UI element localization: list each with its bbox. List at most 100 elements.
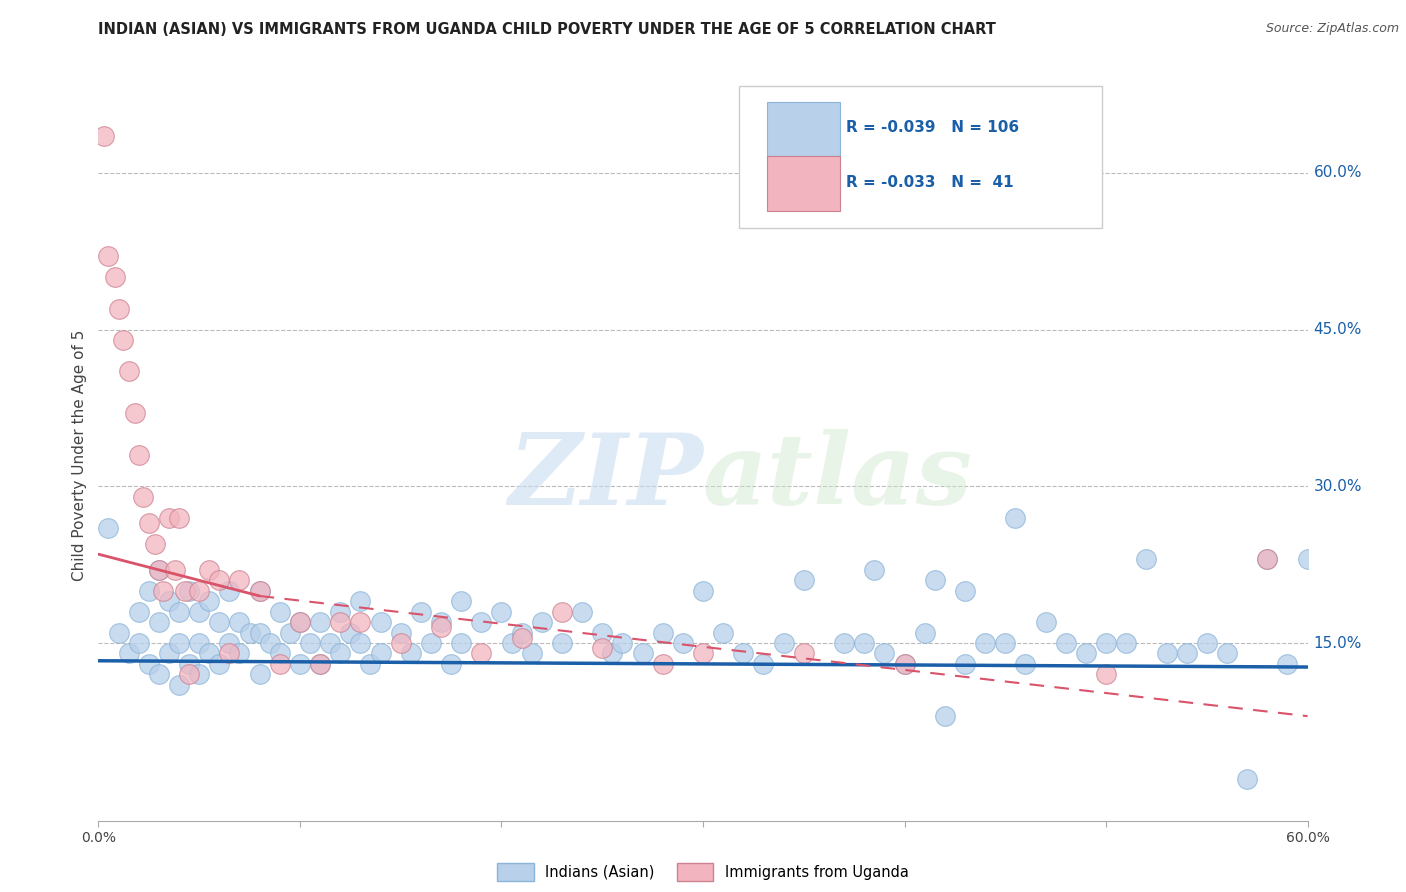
Point [299,636,322,650]
Point [249,625,271,640]
Point [249,583,271,598]
Point [360,657,382,671]
Point [440,657,463,671]
Point [470,647,492,661]
Point [167,510,190,524]
Point [1115,636,1137,650]
Point [329,615,352,629]
Point [672,636,695,650]
Point [249,667,271,681]
Point [148,563,170,577]
Point [1054,636,1077,650]
Point [329,647,352,661]
Point [148,667,170,681]
Point [399,647,422,661]
Point [772,636,794,650]
Point [309,615,332,629]
Point [953,657,976,671]
Point [370,647,392,661]
Point [288,615,311,629]
Point [128,605,150,619]
Point [118,364,141,378]
Point [103,270,125,285]
Point [148,563,170,577]
Text: Source: ZipAtlas.com: Source: ZipAtlas.com [1265,22,1399,36]
Point [218,636,240,650]
FancyBboxPatch shape [740,86,1102,228]
Point [228,647,250,661]
Point [177,657,201,671]
Point [591,641,613,656]
Point [873,647,896,661]
Point [163,563,186,577]
Point [278,625,301,640]
Point [470,615,492,629]
Point [793,647,815,661]
Point [138,583,160,598]
Point [1014,657,1036,671]
Point [143,537,166,551]
Point [288,615,311,629]
Text: INDIAN (ASIAN) VS IMMIGRANTS FROM UGANDA CHILD POVERTY UNDER THE AGE OF 5 CORREL: INDIAN (ASIAN) VS IMMIGRANTS FROM UGANDA… [98,22,997,37]
Point [863,563,886,577]
Point [692,647,714,661]
Point [1296,552,1319,566]
Point [188,667,211,681]
Point [157,594,180,608]
Point [208,615,231,629]
Point [551,636,574,650]
Point [510,625,533,640]
Point [1256,552,1278,566]
Point [600,647,623,661]
Point [198,647,221,661]
Point [1236,772,1258,786]
Text: 60.0%: 60.0% [1313,165,1362,180]
Text: 30.0%: 30.0% [1313,479,1362,494]
Point [1195,636,1218,650]
Point [269,657,291,671]
Point [309,657,332,671]
Point [1175,647,1198,661]
Point [107,301,129,316]
Point [953,583,976,598]
Text: R = -0.033   N =  41: R = -0.033 N = 41 [845,175,1014,190]
Point [974,636,997,650]
Point [97,249,120,263]
Point [501,636,523,650]
Point [733,647,755,661]
Point [288,657,311,671]
Legend: Indians (Asian), Immigrants from Uganda: Indians (Asian), Immigrants from Uganda [492,857,914,887]
Point [177,583,201,598]
Point [177,667,201,681]
Point [269,605,291,619]
Point [389,636,412,650]
Point [167,605,190,619]
Point [198,594,221,608]
Point [1156,647,1178,661]
Point [793,574,815,588]
Point [228,574,250,588]
Point [218,583,240,598]
Point [339,625,361,640]
Point [389,625,412,640]
Point [711,625,734,640]
Point [167,636,190,650]
Point [198,563,221,577]
Point [218,647,240,661]
Point [138,516,160,530]
Point [93,129,115,144]
Point [914,625,936,640]
Point [1074,647,1097,661]
Point [118,647,141,661]
Point [128,448,150,462]
Point [1277,657,1299,671]
Point [450,594,472,608]
Point [239,625,262,640]
Point [510,631,533,645]
Point [97,521,120,535]
Point [832,636,855,650]
Point [1216,647,1239,661]
Point [329,605,352,619]
Point [1095,636,1118,650]
Point [651,625,673,640]
